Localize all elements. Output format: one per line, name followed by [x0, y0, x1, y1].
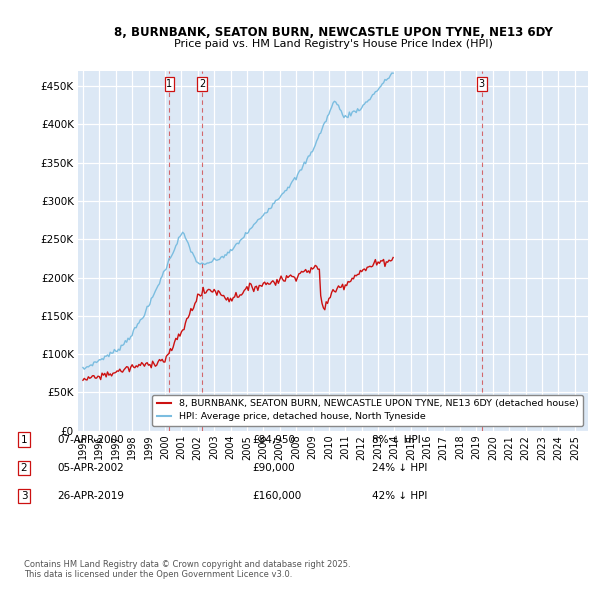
- Text: 24% ↓ HPI: 24% ↓ HPI: [372, 463, 427, 473]
- Text: 3: 3: [479, 79, 485, 89]
- Text: £84,950: £84,950: [252, 435, 295, 444]
- Text: 3: 3: [20, 491, 28, 501]
- Text: £90,000: £90,000: [252, 463, 295, 473]
- Text: 26-APR-2019: 26-APR-2019: [57, 491, 124, 501]
- Text: 8, BURNBANK, SEATON BURN, NEWCASTLE UPON TYNE, NE13 6DY: 8, BURNBANK, SEATON BURN, NEWCASTLE UPON…: [113, 26, 553, 39]
- Text: 05-APR-2002: 05-APR-2002: [57, 463, 124, 473]
- Text: 2: 2: [199, 79, 205, 89]
- Text: 42% ↓ HPI: 42% ↓ HPI: [372, 491, 427, 501]
- Legend: 8, BURNBANK, SEATON BURN, NEWCASTLE UPON TYNE, NE13 6DY (detached house), HPI: A: 8, BURNBANK, SEATON BURN, NEWCASTLE UPON…: [152, 395, 583, 426]
- Text: 07-APR-2000: 07-APR-2000: [57, 435, 124, 444]
- Text: 2: 2: [20, 463, 28, 473]
- Text: £160,000: £160,000: [252, 491, 301, 501]
- Text: 8% ↓ HPI: 8% ↓ HPI: [372, 435, 421, 444]
- Text: 1: 1: [20, 435, 28, 444]
- Text: 1: 1: [166, 79, 172, 89]
- Text: Contains HM Land Registry data © Crown copyright and database right 2025.
This d: Contains HM Land Registry data © Crown c…: [24, 560, 350, 579]
- Text: Price paid vs. HM Land Registry's House Price Index (HPI): Price paid vs. HM Land Registry's House …: [173, 40, 493, 49]
